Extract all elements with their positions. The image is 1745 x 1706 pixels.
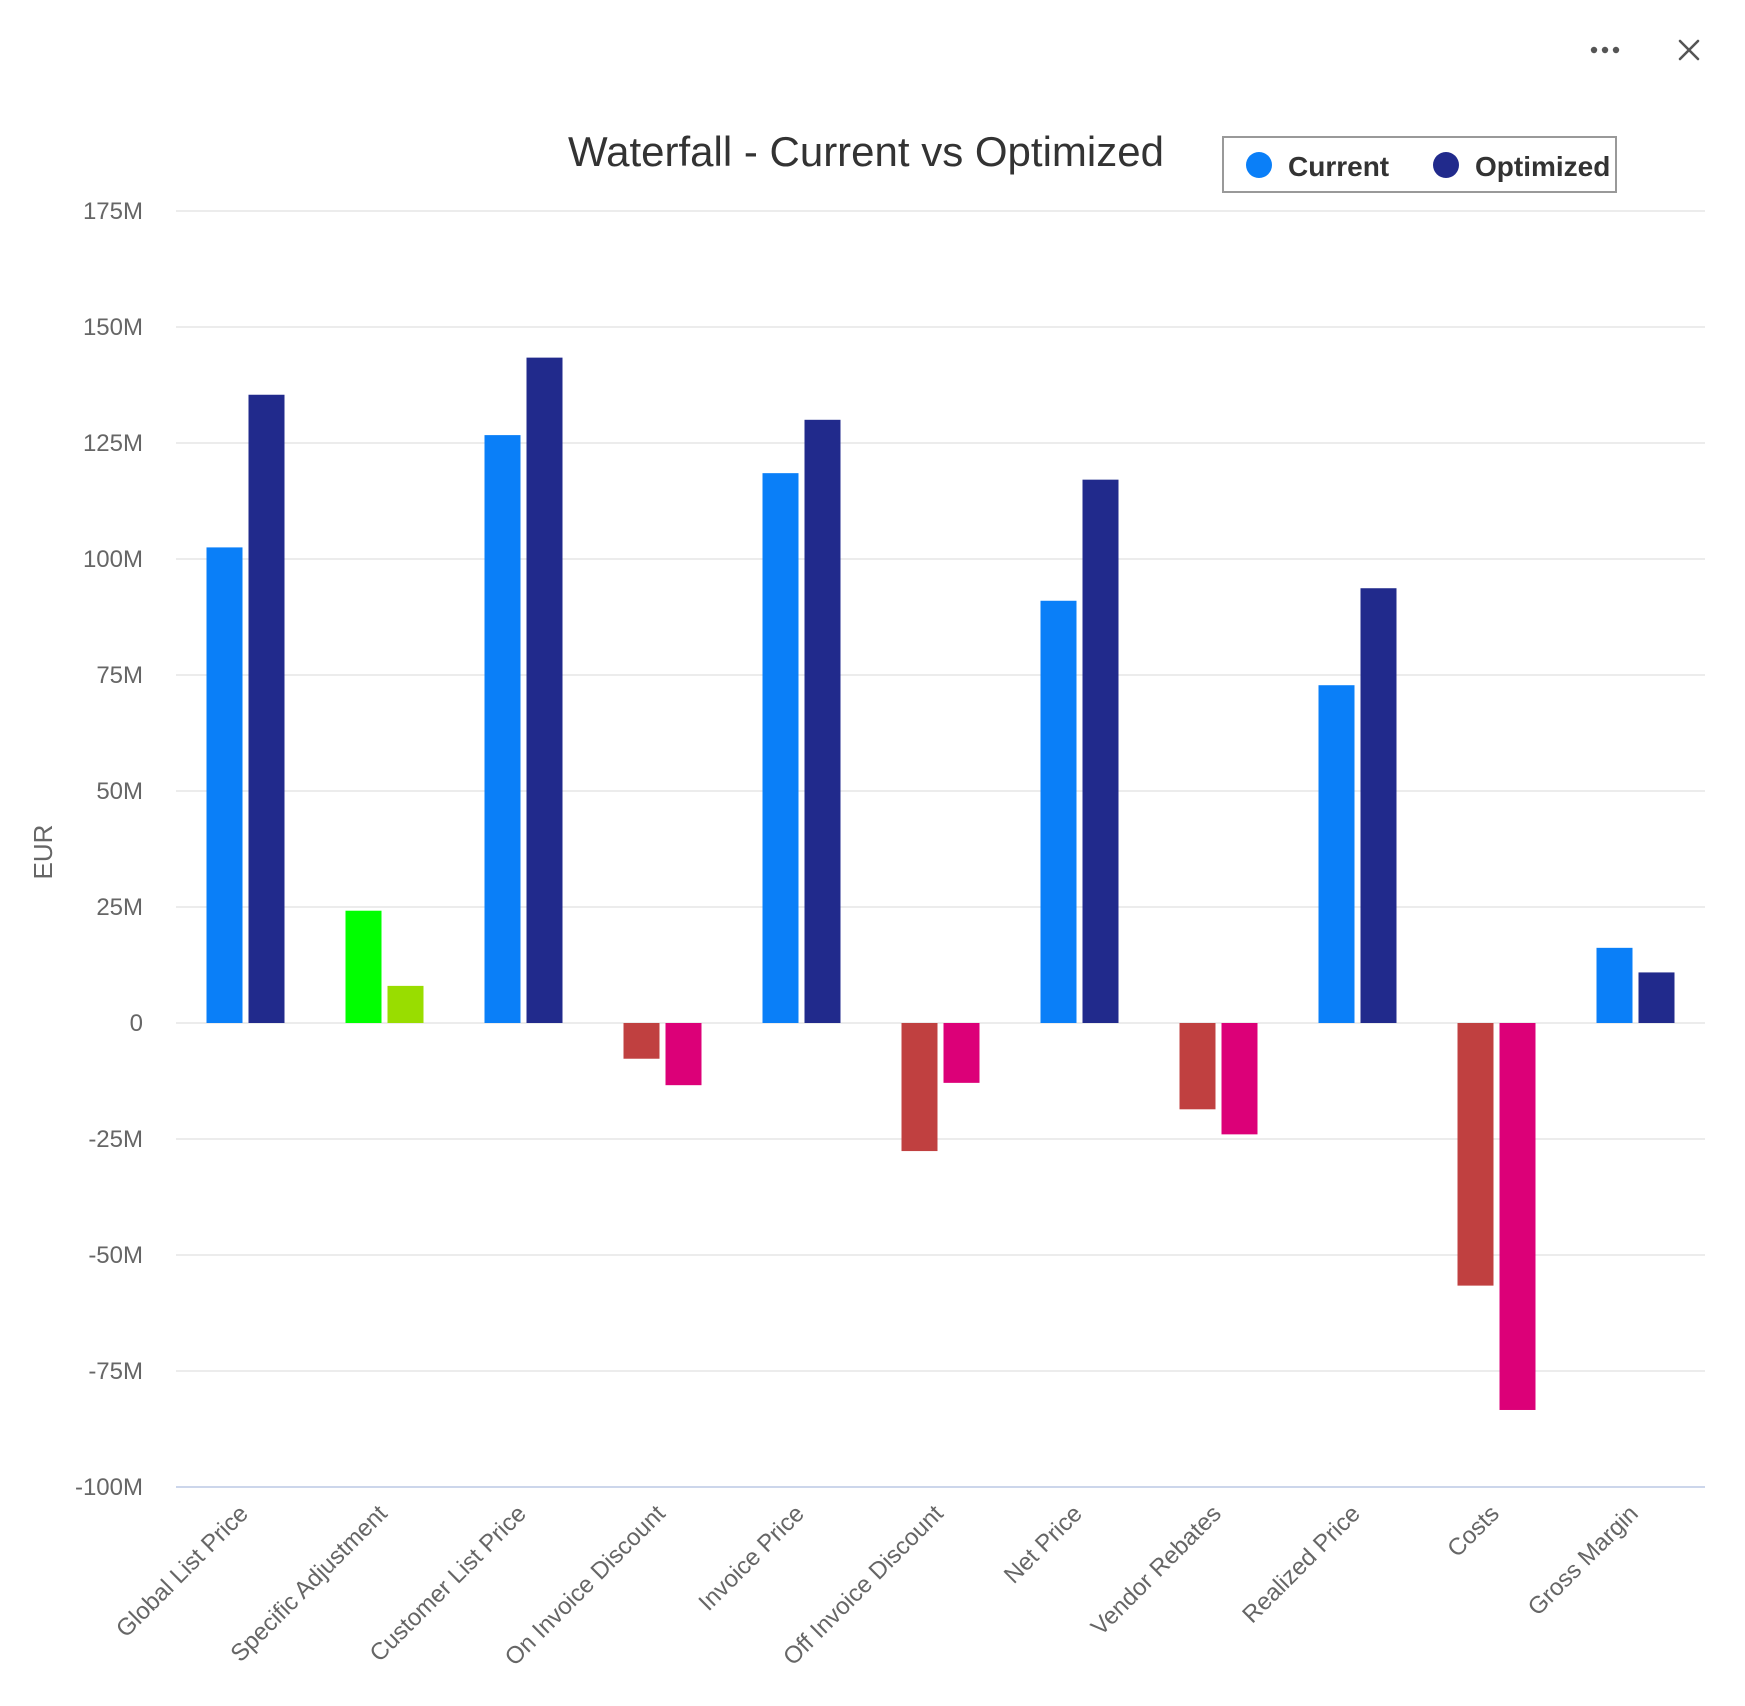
x-category-label: Off Invoice Discount (778, 1500, 949, 1671)
legend-optimized-marker (1433, 152, 1459, 178)
bar-current-realized-price[interactable] (1318, 685, 1355, 1023)
legend-box (1222, 136, 1617, 193)
toolbar (1585, 30, 1709, 70)
legend-current-marker (1246, 152, 1272, 178)
legend-item-optimized[interactable]: Optimized (1433, 151, 1610, 182)
bar-optimized-customer-list-price[interactable] (526, 357, 563, 1023)
legend: Current Optimized (1222, 136, 1617, 193)
bar-optimized-gross-margin[interactable] (1638, 972, 1675, 1023)
close-icon (1678, 39, 1700, 61)
y-tick-label: 75M (96, 662, 143, 689)
bar-optimized-global-list-price[interactable] (248, 394, 285, 1023)
y-tick-label: 100M (83, 546, 143, 573)
y-tick-label: -50M (88, 1242, 143, 1269)
bar-current-net-price[interactable] (1040, 600, 1077, 1023)
x-category-label: Realized Price (1237, 1500, 1366, 1629)
y-tick-label: 50M (96, 778, 143, 805)
bars (206, 357, 1675, 1410)
y-axis-ticks: 175M 150M 125M 100M 75M 50M 25M 0 -25M -50M -75M -1… (75, 198, 143, 1501)
bar-current-gross-margin[interactable] (1596, 947, 1633, 1023)
bar-optimized-costs[interactable] (1499, 1023, 1536, 1410)
more-horizontal-icon (1590, 46, 1620, 54)
gridlines (176, 210, 1705, 1488)
y-tick-label: 175M (83, 198, 143, 225)
bar-current-off-invoice-discount[interactable] (901, 1023, 938, 1152)
legend-current-label: Current (1288, 151, 1389, 182)
y-tick-label: -75M (88, 1358, 143, 1385)
bar-current-global-list-price[interactable] (206, 547, 243, 1023)
y-tick-label: -25M (88, 1126, 143, 1153)
bar-optimized-specific-adjustment[interactable] (387, 985, 424, 1023)
bar-current-costs[interactable] (1457, 1023, 1494, 1286)
bar-optimized-vendor-rebates[interactable] (1221, 1023, 1258, 1135)
close-button[interactable] (1669, 30, 1709, 70)
bar-current-on-invoice-discount[interactable] (623, 1023, 660, 1059)
bar-optimized-net-price[interactable] (1082, 479, 1119, 1023)
legend-optimized-label: Optimized (1475, 151, 1610, 182)
y-tick-label: -100M (75, 1474, 143, 1501)
y-tick-label: 25M (96, 894, 143, 921)
x-category-label: Gross Margin (1523, 1500, 1644, 1621)
bar-current-specific-adjustment[interactable] (345, 910, 382, 1023)
bar-optimized-realized-price[interactable] (1360, 588, 1397, 1023)
bar-current-vendor-rebates[interactable] (1179, 1023, 1216, 1110)
x-category-label: Net Price (999, 1500, 1088, 1589)
bar-optimized-invoice-price[interactable] (804, 419, 841, 1023)
legend-item-current[interactable]: Current (1246, 151, 1389, 182)
x-category-label: Specific Adjustment (226, 1500, 393, 1667)
x-category-label: Vendor Rebates (1086, 1500, 1227, 1641)
x-category-label: On Invoice Discount (500, 1500, 671, 1671)
bar-optimized-off-invoice-discount[interactable] (943, 1023, 980, 1083)
x-category-label: Global List Price (111, 1500, 254, 1643)
x-category-label: Customer List Price (365, 1500, 532, 1667)
more-options-button[interactable] (1585, 30, 1625, 70)
bar-optimized-on-invoice-discount[interactable] (665, 1023, 702, 1086)
bar-current-invoice-price[interactable] (762, 473, 799, 1023)
y-tick-label: 150M (83, 314, 143, 341)
x-category-label: Costs (1442, 1500, 1504, 1562)
chart-title: Waterfall - Current vs Optimized (568, 128, 1164, 175)
x-category-label: Invoice Price (694, 1500, 810, 1616)
bar-current-customer-list-price[interactable] (484, 435, 521, 1023)
y-tick-label: 125M (83, 430, 143, 457)
y-axis-title: EUR (28, 825, 58, 880)
y-tick-label: 0 (130, 1010, 143, 1037)
